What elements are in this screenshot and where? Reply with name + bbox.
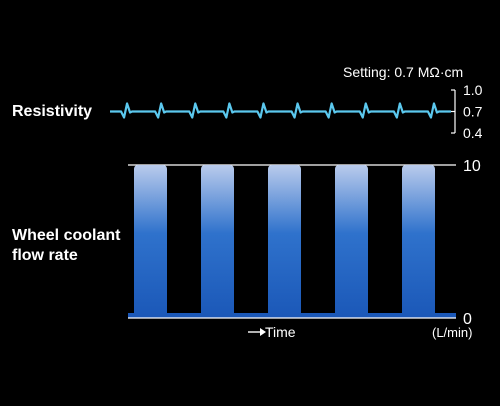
flow-pulse-bar bbox=[268, 165, 301, 317]
flow-tick-label: 0 bbox=[463, 311, 472, 328]
flow-tick-label: 10 bbox=[463, 158, 481, 175]
resistivity-tick-label: 0.4 bbox=[463, 125, 483, 141]
flow-rate-plot: 10 0 bbox=[128, 158, 481, 328]
resistivity-tick-label: 1.0 bbox=[463, 82, 483, 98]
flow-pulse-bar bbox=[335, 165, 368, 317]
time-arrow-icon bbox=[248, 328, 266, 336]
flow-label-line-2: flow rate bbox=[12, 247, 78, 264]
setting-value: Setting: 0.7 MΩ·cm bbox=[343, 64, 464, 80]
flow-pulse-bar bbox=[134, 165, 167, 317]
resistivity-plot: 1.0 0.7 0.4 bbox=[110, 82, 483, 141]
flow-label-line-1: Wheel coolant bbox=[12, 227, 121, 244]
resistivity-line bbox=[110, 102, 451, 119]
flow-pulse-bar bbox=[402, 165, 435, 317]
time-axis-label: Time bbox=[265, 324, 296, 340]
resistivity-tick-label: 0.7 bbox=[463, 104, 483, 120]
flow-unit-label: (L/min) bbox=[432, 325, 473, 340]
resistivity-label: Resistivity bbox=[12, 103, 93, 120]
flow-pulse-bar bbox=[201, 165, 234, 317]
